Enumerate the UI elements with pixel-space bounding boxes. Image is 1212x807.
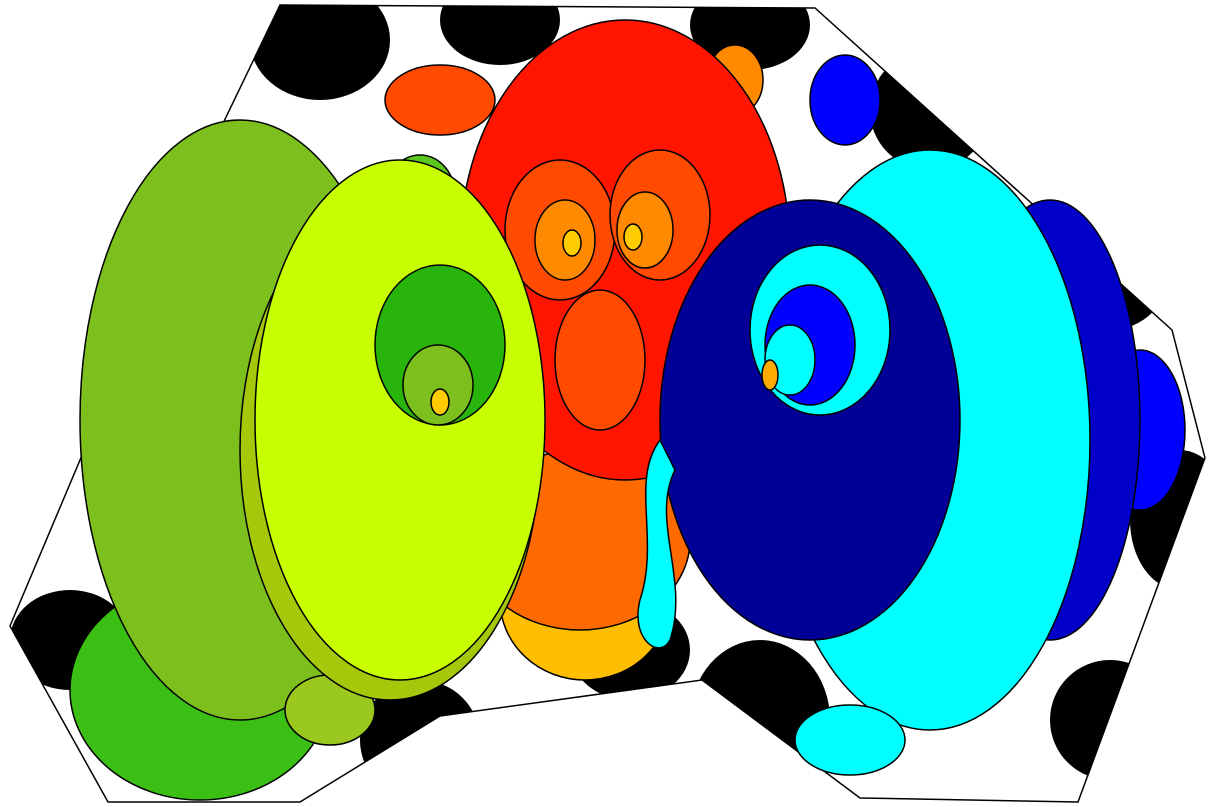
frame-outline — [9, 4, 1206, 803]
pattern-blob — [250, 5, 390, 100]
eye-ring — [402, 344, 474, 426]
yellow-green-head — [254, 159, 546, 681]
eye — [623, 223, 643, 251]
pattern-blob — [690, 5, 810, 70]
cyan-trunk — [637, 438, 677, 649]
pattern-blob — [1050, 660, 1170, 780]
nose — [554, 289, 646, 431]
red-hand — [384, 64, 496, 136]
eye — [562, 229, 582, 257]
pattern-blob — [440, 5, 560, 65]
eye — [430, 388, 450, 416]
cyan-hand — [794, 704, 906, 776]
eye — [761, 359, 779, 391]
blue-hand — [809, 54, 881, 146]
